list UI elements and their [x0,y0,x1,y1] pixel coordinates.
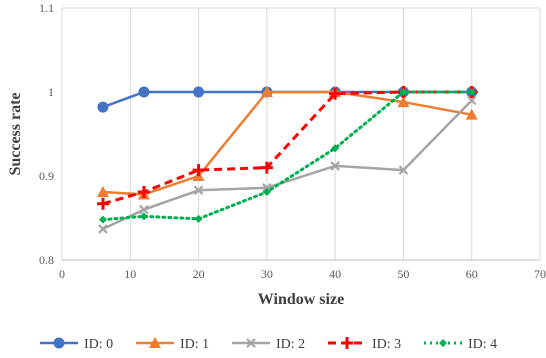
data-point [331,144,340,153]
y-tick-label: 0.8 [39,253,54,267]
data-point [330,161,340,171]
data-point [467,88,476,96]
legend-marker [149,337,161,348]
x-tick-label: 0 [59,267,65,281]
legend-label: ID: 1 [180,337,209,352]
data-point [466,95,477,106]
legend-label: ID: 3 [372,337,401,352]
data-point [194,214,203,223]
series-line [102,99,473,231]
x-axis-title: Window size [258,291,344,308]
data-point [397,96,410,108]
legend-item: ID: 0 [40,337,113,352]
series-line [102,90,472,206]
y-tick-label: 0.9 [39,169,54,183]
x-tick-label: 70 [534,267,546,281]
data-point [139,212,148,221]
legend-label: ID: 2 [276,337,305,352]
legend-marker [53,337,65,349]
data-point [465,108,478,120]
x-tick-label: 20 [193,267,205,281]
data-point [96,185,109,197]
data-point [399,88,408,96]
data-point [193,86,205,98]
legend-item: ID: 4 [424,337,497,352]
data-point [138,86,150,98]
data-point [192,164,205,177]
data-point [260,161,273,174]
data-point [137,185,150,198]
data-point [262,187,271,196]
data-point [96,197,109,210]
legend-marker [341,337,353,349]
data-point [97,101,109,113]
legend-marker [439,339,447,347]
data-point [98,215,107,224]
data-point [260,86,273,97]
data-point [329,87,342,100]
data-point [98,224,108,234]
legend-item: ID: 3 [328,337,401,352]
data-point [139,204,149,215]
series-2 [98,95,477,234]
legend: ID: 0 ID: 1 ID: 2 ID: 3 ID: 4 [40,337,497,352]
series-4 [98,88,476,224]
x-tick-label: 40 [329,267,341,281]
x-tick-label: 60 [466,267,478,281]
y-tick-label: 1.1 [39,1,54,15]
y-tick-label: 1 [48,85,54,99]
data-point [193,185,204,196]
legend-item: ID: 2 [232,337,305,352]
x-tick-label: 30 [261,267,273,281]
legend-label: ID: 4 [468,337,497,352]
y-axis-title: Success rate [7,92,24,175]
data-point [262,182,272,193]
legend-item: ID: 1 [136,337,209,352]
axes: 0 10 20 30 40 50 60 70 0.8 0.9 1 1.1 [39,1,546,281]
legend-label: ID: 0 [84,337,113,352]
series-layer [96,86,478,234]
x-tick-label: 10 [124,267,136,281]
series-0 [97,86,478,113]
legend-marker [246,338,256,348]
grid [61,8,541,260]
data-point [398,165,409,175]
x-tick-label: 50 [397,267,409,281]
